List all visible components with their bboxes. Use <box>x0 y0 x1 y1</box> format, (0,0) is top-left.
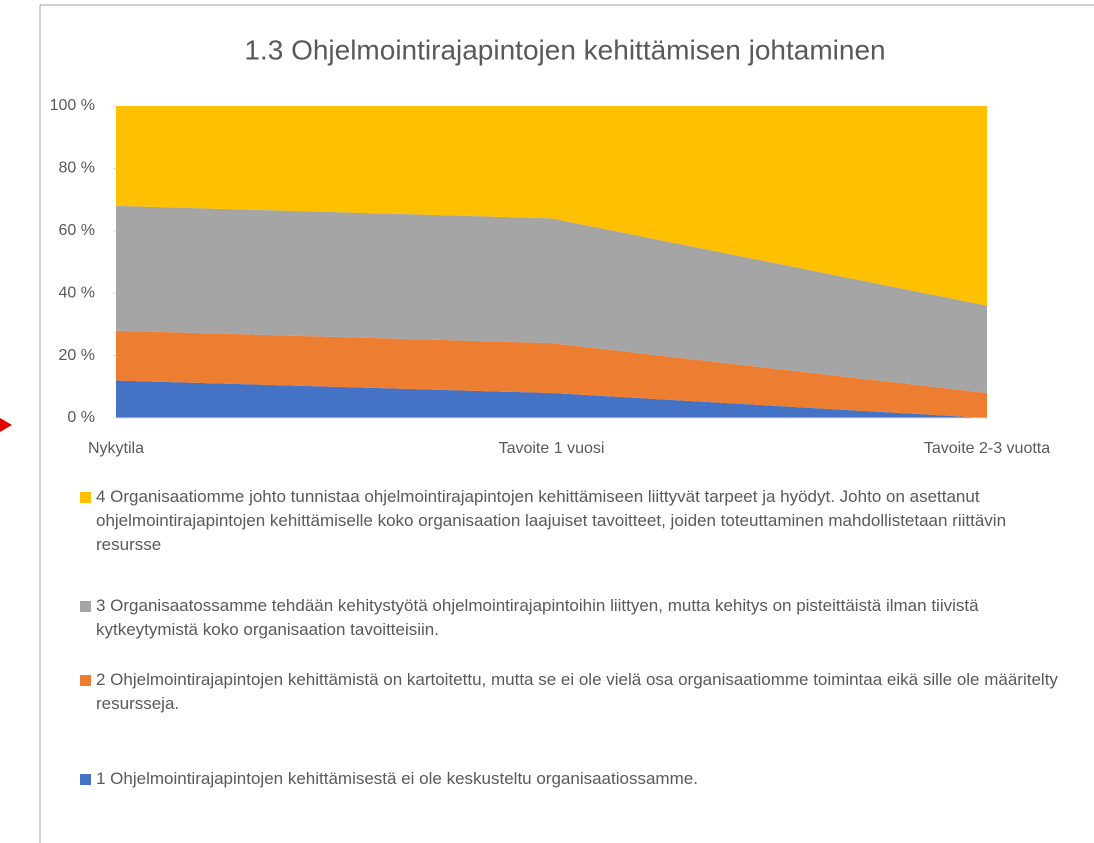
legend-label: 1 Ohjelmointirajapintojen kehittämisestä… <box>96 769 698 788</box>
legend-swatch <box>80 774 91 785</box>
legend-label: 2 Ohjelmointirajapintojen kehittämistä o… <box>96 670 1058 713</box>
legend-item: 1 Ohjelmointirajapintojen kehittämisestä… <box>80 767 1071 791</box>
y-tick-label: 40 % <box>59 284 95 301</box>
area <box>116 106 987 306</box>
y-tick-label: 20 % <box>59 347 95 364</box>
x-tick-label: Tavoite 1 vuosi <box>499 440 605 457</box>
arrow-marker <box>0 418 12 432</box>
legend-label: 3 Organisaatossamme tehdään kehitystyötä… <box>96 596 979 639</box>
x-tick-label: Nykytila <box>88 440 144 457</box>
legend-item: 4 Organisaatiomme johto tunnistaa ohjelm… <box>80 485 1071 557</box>
area <box>116 330 987 418</box>
area <box>116 205 987 394</box>
x-tick-label: Tavoite 2-3 vuotta <box>924 440 1050 457</box>
legend-item: 2 Ohjelmointirajapintojen kehittämistä o… <box>80 668 1071 716</box>
chart-title: 1.3 Ohjelmointirajapintojen kehittämisen… <box>244 34 885 65</box>
y-tick-label: 0 % <box>67 409 95 426</box>
legend-swatch <box>80 675 91 686</box>
y-tick-label: 60 % <box>59 222 95 239</box>
y-tick-label: 100 % <box>50 97 95 114</box>
legend-item: 3 Organisaatossamme tehdään kehitystyötä… <box>80 594 1071 642</box>
area <box>116 380 987 418</box>
legend-swatch <box>80 492 91 503</box>
legend-label: 4 Organisaatiomme johto tunnistaa ohjelm… <box>96 487 1007 554</box>
legend-swatch <box>80 601 91 612</box>
y-tick-label: 80 % <box>59 160 95 177</box>
